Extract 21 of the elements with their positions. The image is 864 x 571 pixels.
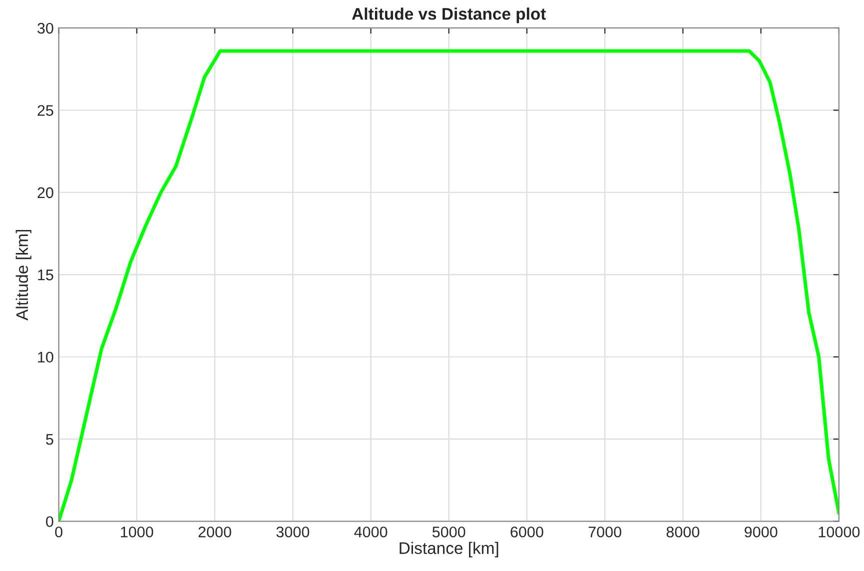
y-tick-label: 30 <box>37 22 54 34</box>
x-axis-title: Distance [km] <box>400 542 498 558</box>
x-tick-label: 9000 <box>744 526 778 538</box>
y-tick-label: 15 <box>38 270 54 280</box>
x-tick-label: 6000 <box>510 526 544 538</box>
x-tick-label: 3000 <box>276 526 310 538</box>
y-axis-title: Altitude [km] <box>16 230 32 320</box>
x-tick-label: 8000 <box>666 526 700 538</box>
y-tick-label: 25 <box>38 105 54 116</box>
y-tick-label: 10 <box>38 352 54 363</box>
x-tick-label: 10000 <box>818 526 860 538</box>
x-tick-label: 2000 <box>198 526 232 538</box>
x-tick-label: 7000 <box>588 526 622 538</box>
x-tick-label: 1000 <box>120 526 154 538</box>
chart-title: Altitude vs Distance plot <box>352 8 546 24</box>
y-tick-label: 0 <box>46 516 54 528</box>
x-tick-label: 4000 <box>354 526 388 538</box>
x-tick-label: 5000 <box>432 526 466 538</box>
x-tick-label: 0 <box>55 526 62 538</box>
y-tick-label: 20 <box>38 187 54 198</box>
y-tick-label: 5 <box>46 434 54 445</box>
